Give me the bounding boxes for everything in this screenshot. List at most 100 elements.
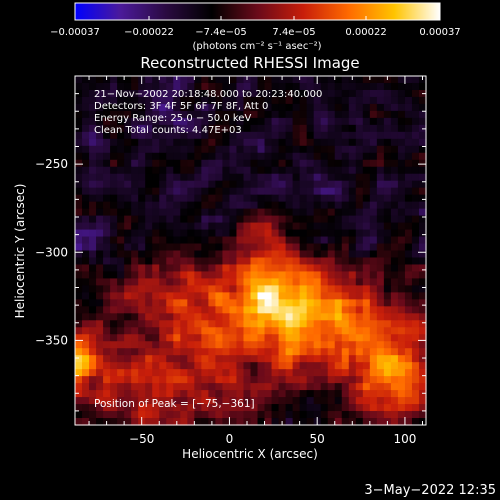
heatmap-cell	[257, 334, 266, 342]
heatmap-cell	[313, 222, 322, 231]
heatmap-cell	[404, 320, 413, 328]
heatmap-cell	[264, 208, 273, 217]
heatmap-cell	[376, 159, 385, 168]
heatmap-cell	[278, 82, 287, 91]
heatmap-cell	[89, 411, 97, 419]
heatmap-cell	[369, 76, 378, 84]
heatmap-cell	[208, 362, 216, 370]
heatmap-cell	[96, 299, 104, 307]
heatmap-cell	[341, 334, 350, 342]
heatmap-cell	[285, 243, 294, 252]
heatmap-cell	[334, 124, 343, 133]
heatmap-cell	[131, 418, 139, 426]
heatmap-cell	[187, 159, 195, 168]
heatmap-cell	[173, 96, 181, 105]
heatmap-cell	[355, 201, 364, 210]
heatmap-cell	[362, 229, 371, 238]
heatmap-cell	[327, 362, 336, 370]
heatmap-cell	[166, 306, 174, 314]
heatmap-cell	[292, 89, 301, 98]
heatmap-cell	[306, 180, 315, 189]
heatmap-cell	[250, 250, 259, 259]
heatmap-cell	[341, 124, 350, 133]
heatmap-cell	[390, 187, 399, 196]
heatmap-cell	[159, 131, 167, 140]
heatmap-cell	[355, 397, 364, 405]
heatmap-cell	[250, 152, 259, 161]
heatmap-cell	[208, 187, 216, 196]
heatmap-cell	[222, 173, 231, 182]
heatmap-cell	[173, 250, 181, 259]
heatmap-cell	[397, 313, 406, 321]
heatmap-cell	[215, 131, 224, 140]
heatmap-cell	[390, 236, 399, 245]
heatmap-cell	[327, 397, 336, 405]
heatmap-cell	[166, 264, 174, 273]
heatmap-cell	[383, 383, 392, 391]
heatmap-cell	[180, 376, 188, 384]
heatmap-cell	[285, 201, 294, 210]
heatmap-cell	[96, 418, 104, 426]
heatmap-cell	[334, 180, 343, 189]
heatmap-cell	[222, 383, 231, 391]
heatmap-cell	[194, 89, 202, 98]
heatmap-cell	[278, 355, 287, 363]
heatmap-cell	[208, 376, 216, 384]
heatmap-cell	[397, 89, 406, 98]
heatmap-cell	[75, 76, 83, 84]
heatmap-cell	[110, 180, 118, 189]
heatmap-cell	[418, 96, 427, 105]
heatmap-cell	[411, 257, 420, 266]
heatmap-cell	[110, 222, 118, 231]
heatmap-cell	[208, 397, 216, 405]
heatmap-cell	[131, 173, 139, 182]
heatmap-cell	[173, 82, 181, 91]
heatmap-cell	[292, 243, 301, 252]
heatmap-cell	[131, 250, 139, 259]
heatmap-cell	[292, 334, 301, 342]
heatmap-cell	[404, 117, 413, 126]
heatmap-cell	[418, 110, 427, 119]
heatmap-cell	[271, 187, 280, 196]
heatmap-cell	[278, 187, 287, 196]
heatmap-cell	[82, 271, 90, 280]
heatmap-cell	[397, 292, 406, 300]
heatmap-cell	[376, 334, 385, 342]
heatmap-cell	[285, 187, 294, 196]
heatmap-cell	[229, 173, 238, 182]
heatmap-cell	[89, 292, 97, 300]
heatmap-cell	[187, 103, 195, 112]
heatmap-cell	[271, 362, 280, 370]
heatmap-cell	[341, 341, 350, 349]
heatmap-cell	[264, 187, 273, 196]
heatmap-cell	[89, 138, 97, 147]
heatmap-cell	[411, 222, 420, 231]
heatmap-cell	[96, 257, 104, 266]
heatmap-cell	[390, 355, 399, 363]
heatmap-cell	[236, 306, 245, 314]
heatmap-cell	[187, 292, 195, 300]
heatmap-cell	[96, 390, 104, 398]
heatmap-cell	[215, 397, 224, 405]
heatmap-cell	[348, 110, 357, 119]
heatmap-cell	[110, 166, 118, 175]
heatmap-cell	[173, 117, 181, 126]
heatmap-cell	[397, 327, 406, 335]
heatmap-cell	[397, 96, 406, 105]
heatmap-cell	[397, 390, 406, 398]
heatmap-cell	[411, 131, 420, 140]
heatmap-cell	[166, 124, 174, 133]
heatmap-cell	[334, 369, 343, 377]
heatmap-cell	[257, 355, 266, 363]
heatmap-cell	[124, 243, 132, 252]
heatmap-cell	[313, 355, 322, 363]
heatmap-cell	[292, 271, 301, 280]
heatmap-cell	[404, 215, 413, 224]
heatmap-cell	[320, 292, 329, 300]
heatmap-cell	[404, 222, 413, 231]
heatmap-cell	[152, 278, 160, 286]
heatmap-cell	[376, 257, 385, 266]
heatmap-cell	[236, 264, 245, 273]
heatmap-cell	[299, 418, 308, 426]
heatmap-cell	[131, 82, 139, 91]
